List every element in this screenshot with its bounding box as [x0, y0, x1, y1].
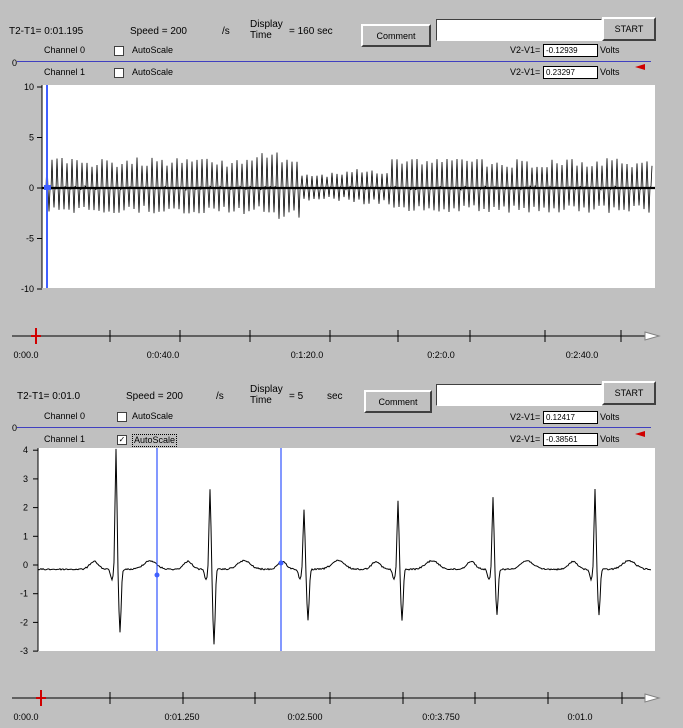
- start-button[interactable]: START: [602, 381, 656, 405]
- y-tick-label: -2: [20, 617, 28, 627]
- time-tick-label: 0:2:0.0: [427, 350, 455, 360]
- comment-button[interactable]: Comment: [361, 24, 431, 47]
- channel-marker-arrow: [635, 64, 645, 70]
- channel1-autoscale-checkbox[interactable]: ✓: [117, 435, 127, 445]
- comment-button[interactable]: Comment: [364, 390, 432, 413]
- channel1-v-value: 0.23297: [543, 66, 598, 79]
- display-time-label: Time: [250, 30, 272, 41]
- y-tick-label: 0: [29, 183, 34, 193]
- speed-readout: Speed = 200: [126, 391, 183, 402]
- y-tick-label: -5: [26, 234, 34, 244]
- channel0-unit: Volts: [600, 45, 620, 55]
- time-axis-arrow-icon: [644, 331, 661, 341]
- cursor-point-2[interactable]: [278, 560, 284, 566]
- channel1-label: Channel 1: [44, 434, 86, 444]
- cursor-point-1[interactable]: [154, 572, 160, 578]
- y-tick-label: 0: [23, 560, 28, 570]
- time-tick-label: 0:0:3.750: [422, 712, 460, 722]
- channel1-autoscale-checkbox[interactable]: [114, 68, 124, 78]
- channel0-unit: Volts: [600, 412, 620, 422]
- recorder-panel-bottom: T2-T1= 0:01.0 Speed = 200 /s Display Tim…: [0, 364, 683, 728]
- time-tick-label: 0:01.250: [164, 712, 199, 722]
- zero-marker: 0: [12, 58, 18, 68]
- display-time-label: Time: [250, 395, 272, 406]
- y-tick-label: -10: [21, 284, 34, 294]
- y-tick-label: 1: [23, 531, 28, 541]
- waveform-plot-bottom[interactable]: 4 3 2 1 0 -1 -2 -3 0:00.0 0:01.250 0:02.500 0:0:3.7…: [0, 364, 683, 728]
- speed-unit: /s: [216, 391, 224, 402]
- recorder-panel-top: T2-T1= 0:01.195 Speed = 200 /s Display T…: [0, 0, 683, 364]
- channel0-label: Channel 0: [44, 411, 86, 421]
- channel0-autoscale-checkbox[interactable]: [114, 46, 124, 56]
- channel-marker-arrow: [635, 431, 645, 437]
- time-tick-label: 0:0:40.0: [147, 350, 180, 360]
- time-tick-label: 0:2:40.0: [566, 350, 599, 360]
- y-tick-label: 5: [29, 133, 34, 143]
- zero-marker: 0: [12, 423, 18, 433]
- channel1-label: Channel 1: [44, 67, 86, 77]
- time-tick-label: 0:01.0: [567, 712, 592, 722]
- channel1-v-label: V2-V1=: [510, 67, 541, 77]
- channel0-v-value: 0.12417: [543, 411, 598, 424]
- channel-separator: [17, 427, 651, 428]
- channel-separator: [17, 61, 651, 62]
- display-label: Display: [250, 384, 283, 395]
- channel1-v-label: V2-V1=: [510, 434, 541, 444]
- y-tick-label: -3: [20, 646, 28, 656]
- y-tick-label: -1: [20, 589, 28, 599]
- waveform-plot-top[interactable]: 10 5 0 -5 -10 0:00.0 0:0:40.0 0:1:20.0 0:2:0.0 0:…: [0, 0, 683, 364]
- y-tick-label: 2: [23, 503, 28, 513]
- comment-input[interactable]: [436, 19, 602, 41]
- y-tick-label: 10: [24, 82, 34, 92]
- display-time-value: = 5: [289, 391, 304, 402]
- display-time-value: = 160 sec: [289, 26, 333, 37]
- t2-t1-readout: T2-T1= 0:01.0: [17, 391, 81, 402]
- channel0-v-value: -0.12939: [543, 44, 598, 57]
- display-label: Display: [250, 19, 283, 30]
- channel0-label: Channel 0: [44, 45, 86, 55]
- speed-readout: Speed = 200: [130, 26, 187, 37]
- comment-input[interactable]: [436, 384, 602, 406]
- plot-area[interactable]: [38, 448, 655, 651]
- channel1-unit: Volts: [600, 434, 620, 444]
- channel1-v-value: -0.38561: [543, 433, 598, 446]
- time-axis-arrow-icon: [644, 693, 661, 703]
- time-tick-label: 0:1:20.0: [291, 350, 324, 360]
- display-time-unit: sec: [327, 391, 343, 402]
- time-tick-label: 0:00.0: [13, 350, 38, 360]
- channel0-autoscale-label[interactable]: AutoScale: [132, 411, 174, 421]
- y-tick-label: 4: [23, 445, 28, 455]
- t2-t1-readout: T2-T1= 0:01.195: [9, 26, 84, 37]
- channel1-autoscale-label[interactable]: AutoScale: [132, 434, 178, 447]
- time-tick-label: 0:02.500: [287, 712, 322, 722]
- channel0-v-label: V2-V1=: [510, 45, 541, 55]
- channel0-autoscale-label[interactable]: AutoScale: [132, 45, 174, 55]
- ecg-waveform: [37, 448, 652, 645]
- y-tick-label: 3: [23, 474, 28, 484]
- time-tick-label: 0:00.0: [13, 712, 38, 722]
- speed-unit: /s: [222, 26, 230, 37]
- channel1-autoscale-label[interactable]: AutoScale: [132, 67, 174, 77]
- channel0-autoscale-checkbox[interactable]: [117, 412, 127, 422]
- cursor-marker[interactable]: [44, 185, 51, 190]
- start-button[interactable]: START: [602, 17, 656, 41]
- channel1-unit: Volts: [600, 67, 620, 77]
- channel0-v-label: V2-V1=: [510, 412, 541, 422]
